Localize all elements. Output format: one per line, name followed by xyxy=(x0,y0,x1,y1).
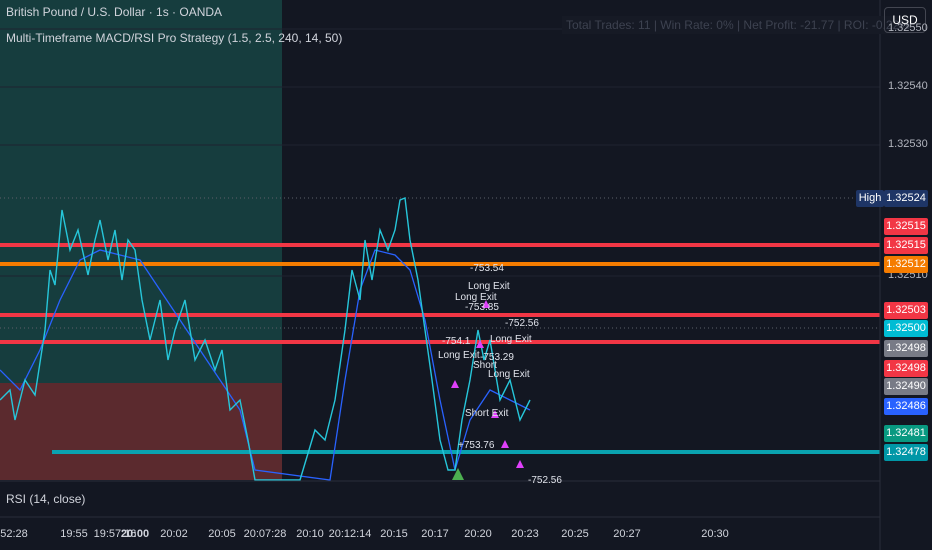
trade-label: Long Exit xyxy=(455,292,497,303)
trade-label: -754.1 xyxy=(442,336,471,347)
time-tick: 20:15 xyxy=(380,528,408,540)
price-badge: 1.32498 xyxy=(884,360,928,377)
trade-label: -752.56 xyxy=(505,318,539,329)
time-tick: 20:27 xyxy=(613,528,641,540)
trade-label: -753.29 xyxy=(480,352,514,363)
time-tick: 20:20 xyxy=(464,528,492,540)
trade-label: Short xyxy=(473,360,497,371)
price-badge: 1.32503 xyxy=(884,302,928,319)
time-tick: 52:28 xyxy=(0,528,28,540)
profit-zone xyxy=(0,0,282,383)
stats-table: Total Trades: 11 | Win Rate: 0% | Net Pr… xyxy=(562,16,914,34)
price-tick: 1.32530 xyxy=(888,138,928,150)
price-badge: 1.32515 xyxy=(884,237,928,254)
price-badge: 1.32524 xyxy=(884,190,928,207)
badge-label: High xyxy=(856,190,884,207)
time-tick: 20:30 xyxy=(701,528,729,540)
trade-label: -753.54 xyxy=(470,263,504,274)
price-badge: 1.32490 xyxy=(884,378,928,395)
trade-label: Long Exit xyxy=(488,369,530,380)
trade-label: -752.56 xyxy=(528,475,562,486)
time-tick: 20:00 xyxy=(120,528,150,540)
time-tick: 19:55 xyxy=(60,528,88,540)
price-badge: 1.32500 xyxy=(884,320,928,337)
price-badge: 1.32478 xyxy=(884,444,928,461)
trade-label: Short Exit xyxy=(465,408,509,419)
price-tick: 1.32540 xyxy=(888,80,928,92)
time-tick: 20:02 xyxy=(160,528,188,540)
trade-label: +753.76 xyxy=(458,440,495,451)
rsi-pane-title: RSI (14, close) xyxy=(6,492,86,506)
time-tick: 20:07:28 xyxy=(243,528,287,540)
time-tick: 20:12:14 xyxy=(328,528,372,540)
time-tick: 20:25 xyxy=(561,528,589,540)
trade-label: -753.85 xyxy=(465,302,499,313)
price-badge: 1.32486 xyxy=(884,398,928,415)
price-badge: 1.32498 xyxy=(884,340,928,357)
trade-label: Long Exit xyxy=(468,281,510,292)
time-tick: 20:23 xyxy=(511,528,539,540)
price-badge: 1.32481 xyxy=(884,425,928,442)
moving-average xyxy=(0,249,531,481)
time-tick: 20:17 xyxy=(421,528,449,540)
time-tick: 20:05 xyxy=(208,528,236,540)
loss-zone xyxy=(0,383,282,480)
trade-label: Long Exit xyxy=(438,350,480,361)
price-line xyxy=(0,197,531,481)
price-badge: 1.32515 xyxy=(884,218,928,235)
price-badge: 1.32512 xyxy=(884,256,928,273)
trade-label: Long Exit xyxy=(490,334,532,345)
strategy-title: Multi-Timeframe MACD/RSI Pro Strategy (1… xyxy=(6,31,343,45)
currency-button[interactable]: USD xyxy=(884,7,926,33)
trade-markers xyxy=(451,300,524,468)
entry-marker xyxy=(452,468,464,480)
time-tick: 20:10 xyxy=(296,528,324,540)
time-tick: 19:57:16 xyxy=(93,528,137,540)
symbol-title: British Pound / U.S. Dollar · 1s · OANDA xyxy=(6,5,223,19)
price-tick: 1.32550 xyxy=(888,22,928,34)
